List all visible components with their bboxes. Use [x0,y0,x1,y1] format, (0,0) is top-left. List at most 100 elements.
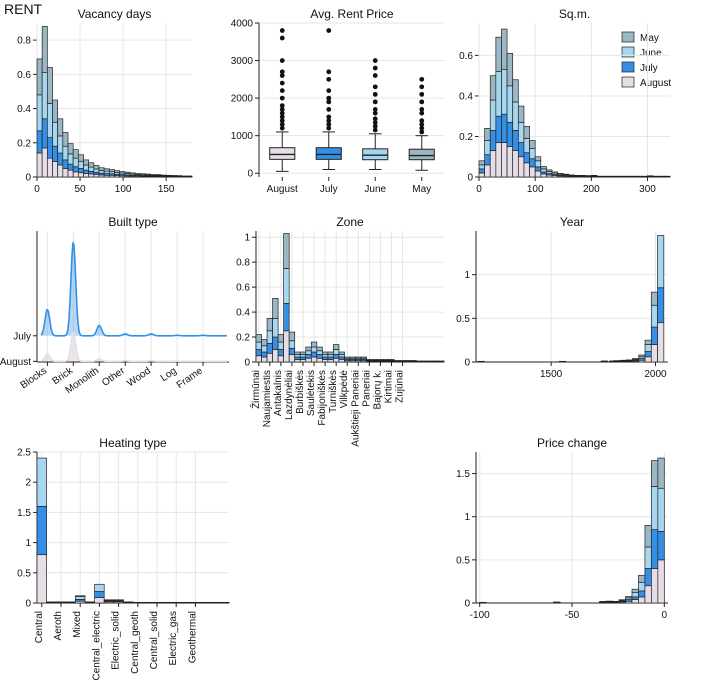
rentbox-xtick-label: August [267,184,298,195]
zone-bar-may [255,334,262,343]
heating-xtick-label: Central_electric [91,611,102,680]
rentbox-outlier-may [419,110,425,116]
rentbox-outlier-august [279,58,285,63]
zone-bar-july [322,356,329,360]
heating-bar-august [94,597,105,604]
rentbox-outlier-june [372,99,378,105]
rentbox-outlier-may [419,125,425,131]
built-xtick-label: Blocks [19,365,49,391]
vacancy-ytick-label: 0.6 [17,70,31,81]
vacancy-bar-may [108,169,115,173]
vacancy-bar-july [36,130,43,154]
sqm-bar-may [529,140,536,149]
vacancy-bar-august [88,173,95,178]
zone-bar-july [316,354,323,359]
price-bar-may [625,596,633,599]
figure-title: RENT [4,1,43,17]
vacancy-bar-july [62,159,69,169]
rentbox-outlier-june [372,91,378,97]
zone-ytick-label: 1 [244,233,250,244]
sqm-bar-may [562,173,570,176]
zone-bar-may [327,351,334,355]
year-bar-may [632,358,640,360]
built-title: Built type [108,215,158,229]
vacancy-bar-august [83,173,90,178]
sqm-bar-may [495,36,502,72]
rentbox-outlier-august [279,95,285,101]
zone-xtick-label: Turniškės [328,370,339,413]
sqm-xtick-label: 300 [639,184,656,195]
zone-bar-may [366,359,373,361]
sqm-bar-july [489,130,497,152]
sqm-bar-august [512,150,519,178]
vacancy-bar-august [93,174,100,178]
sqm-bar-august [489,150,497,178]
vacancy-bar-august [77,172,84,178]
rentbox-box-june [362,148,389,161]
price-bar-june [644,546,652,569]
price-bar-may [651,460,659,487]
sqm-bar-july [478,168,485,174]
zone-bar-may [333,344,340,350]
price-ytick-label: 0.5 [456,555,470,566]
sqm-xtick-label: 0 [476,184,482,195]
heating-ytick-label: 1 [25,538,31,549]
zone-bar-may [316,346,323,352]
vacancy-bar-may [36,58,43,96]
rentbox-title: Avg. Rent Price [310,7,393,21]
sqm-bar-may [540,166,547,170]
year-bar-august [657,322,665,363]
zone-xtick-label: Zujūnai [395,370,406,403]
zone-bar-may [322,351,329,355]
rentbox-outlier-june [372,116,378,122]
zone-xtick-label: Antakalnis [273,370,284,416]
rentbox-outlier-august [279,103,285,109]
heating-ytick-label: 0.5 [17,568,31,579]
vacancy-bar-may [145,173,152,176]
rentbox-outlier-may [419,122,425,127]
rentbox-outlier-august [279,114,285,120]
price-ytick-label: 1.5 [456,469,470,480]
zone-bar-may [272,298,279,319]
sqm-bar-may [551,171,558,174]
year-bar-may [644,339,652,345]
zone-bar-may [338,351,345,355]
sqm-bar-august [495,142,502,178]
avg-rent-price-chart: Avg. Rent Price 0 1000 2000 3000 4000 August Ju… [231,7,445,195]
zone-bar-july [305,354,312,359]
legend-label-june: June [640,48,662,59]
sqm-bar-may [478,160,485,166]
sqm-bar-july [523,152,530,164]
sqm-bar-may [512,79,519,103]
vacancy-bar-may [72,149,79,159]
zone-bar-july [333,354,340,359]
year-bar-july [650,326,658,345]
sqm-bar-august [534,170,542,178]
zone-bar-june [266,330,273,344]
price-xtick-label: -50 [565,610,580,621]
rentbox-outlier-august [279,69,285,75]
rentbox-outlier-july [326,118,332,124]
year-bar-august [650,344,658,363]
price-bar-may [644,524,652,548]
zone-title: Zone [336,215,364,229]
rentbox-ytick-label: 0 [247,169,253,180]
rentbox-outlier-june [372,123,378,129]
legend: May June July August [621,31,671,89]
vacancy-bar-may [139,173,146,176]
rentbox-ytick-label: 2000 [231,94,254,105]
zone-xtick-label: Bajorų k. [372,370,383,409]
zone-bar-july [310,351,318,358]
zone-chart: Zone 0 0.2 0.4 0.6 0.8 1 Žirmūnai Naujamiestis An… [236,215,445,447]
zone-ytick-label: 0.6 [236,283,250,294]
rentbox-outlier-may [419,129,425,135]
sqm-bar-august [523,162,530,178]
heating-xtick-label: Central [34,611,45,643]
sqm-xtick-label: 100 [527,184,544,195]
rentbox-outlier-july [326,125,332,131]
rentbox-outlier-june [372,65,378,71]
rentbox-box-july [315,147,342,160]
vacancy-bar-july [52,145,59,162]
vacancy-bar-may [46,67,53,104]
